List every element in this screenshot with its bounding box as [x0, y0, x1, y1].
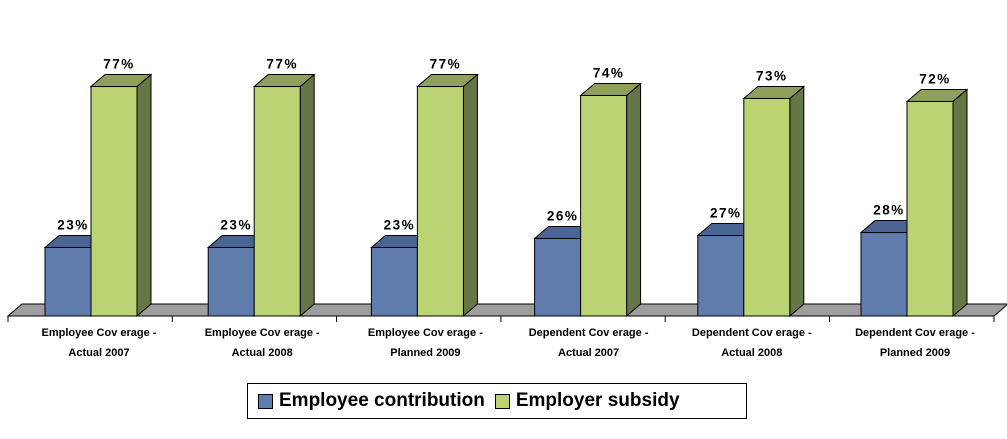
- x-tick-label: Actual 2008: [721, 347, 782, 359]
- bar-employee-contribution: [860, 232, 908, 317]
- x-tick-label: Dependent Cov erage -: [855, 327, 975, 339]
- x-tick-label: Employee Cov erage -: [42, 327, 157, 339]
- data-label-employer-subsidy: 73%: [756, 68, 788, 83]
- bar-side-employer-subsidy: [626, 82, 642, 318]
- legend-label-employee-contribution: Employee contribution: [279, 390, 485, 411]
- legend-label-employer-subsidy: Employer subsidy: [515, 390, 680, 411]
- legend: Employee contribution Employer subsidy: [247, 383, 747, 419]
- data-label-employee-contribution: 27%: [710, 206, 742, 221]
- bar-side-employer-subsidy: [136, 73, 152, 318]
- x-tick-label: Planned 2009: [390, 347, 460, 359]
- legend-swatch-employee-contribution: [258, 393, 273, 409]
- x-tick-label: Actual 2007: [558, 347, 619, 359]
- data-label-employer-subsidy: 74%: [593, 65, 625, 80]
- bar-side-employer-subsidy: [952, 88, 968, 318]
- legend-item-employer-subsidy: Employer subsidy: [494, 390, 680, 412]
- data-label-employee-contribution: 23%: [384, 217, 416, 232]
- bar-employer-subsidy: [580, 94, 628, 317]
- bar-chart: 23% 77% Employee Cov erage - Actual 2007 23%…: [6, 57, 1007, 359]
- bar-employee-contribution: [697, 235, 745, 317]
- bar-employee-contribution: [207, 246, 255, 317]
- x-tick-label: Employee Cov erage -: [368, 327, 483, 339]
- bar-side-employer-subsidy: [462, 73, 478, 318]
- legend-swatch-employer-subsidy: [494, 393, 510, 409]
- bar-employer-subsidy: [906, 100, 954, 317]
- bar-side-employer-subsidy: [789, 85, 805, 318]
- x-tick-label: Dependent Cov erage -: [529, 327, 649, 339]
- x-tick-label: Employee Cov erage -: [205, 327, 320, 339]
- bar-employee-contribution: [44, 246, 92, 317]
- bar-employer-subsidy: [90, 86, 138, 317]
- bar-employer-subsidy: [416, 86, 464, 317]
- data-label-employee-contribution: 23%: [57, 217, 89, 232]
- legend-item-employee-contribution: Employee contribution: [258, 390, 485, 412]
- x-tick-label: Dependent Cov erage -: [692, 327, 812, 339]
- bar-employee-contribution: [370, 246, 418, 317]
- bar-employee-contribution: [534, 238, 582, 317]
- bar-employer-subsidy: [253, 86, 301, 317]
- data-label-employer-subsidy: 77%: [266, 57, 298, 72]
- data-label-employee-contribution: 23%: [220, 217, 252, 232]
- data-label-employer-subsidy: 72%: [919, 71, 951, 86]
- bar-side-employer-subsidy: [299, 73, 315, 318]
- data-label-employee-contribution: 26%: [547, 209, 579, 224]
- x-tick-label: Actual 2008: [232, 347, 293, 359]
- data-label-employee-contribution: 28%: [873, 203, 905, 218]
- x-tick-label: Actual 2007: [68, 347, 129, 359]
- data-label-employer-subsidy: 77%: [430, 57, 462, 72]
- chart-floor: [6, 303, 1007, 317]
- bar-employer-subsidy: [743, 97, 791, 317]
- data-label-employer-subsidy: 77%: [103, 57, 135, 72]
- x-tick-label: Planned 2009: [880, 347, 950, 359]
